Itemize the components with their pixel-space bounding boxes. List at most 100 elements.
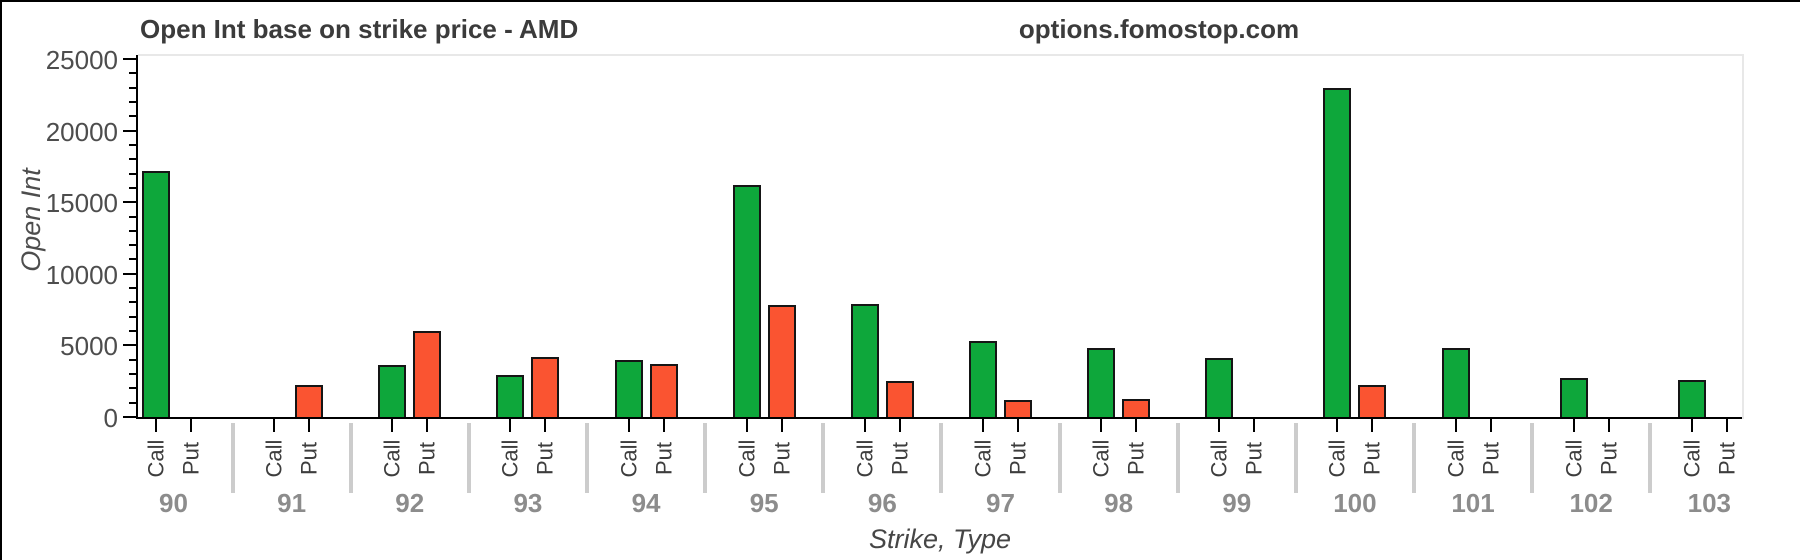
group-separator [230, 423, 235, 493]
bar-call-90[interactable] [142, 170, 170, 417]
bar-put-93[interactable] [531, 356, 560, 417]
type-label-call: Call [1561, 439, 1587, 477]
x-bar-tick [308, 419, 311, 432]
group-separator [1648, 423, 1653, 493]
bar-put-100[interactable] [1358, 385, 1387, 417]
type-label-call: Call [1206, 439, 1232, 477]
x-bar-tick [509, 419, 512, 432]
x-bar-tick [1572, 419, 1575, 432]
group-separator [584, 423, 589, 493]
type-label-call: Call [497, 439, 523, 477]
strike-label-97: 97 [986, 488, 1015, 518]
x-bar-tick [426, 419, 429, 432]
y-minor-tick [129, 158, 138, 161]
y-tick-label: 5000 [60, 331, 118, 362]
y-minor-tick [129, 301, 138, 304]
bar-put-97[interactable] [1003, 399, 1032, 417]
y-minor-tick [129, 258, 138, 261]
group-separator [821, 423, 826, 493]
type-label-put: Put [887, 441, 913, 475]
bar-put-96[interactable] [885, 381, 914, 417]
y-major-tick [123, 201, 138, 204]
x-bar-tick [391, 419, 394, 432]
strike-label-91: 91 [277, 488, 307, 518]
y-minor-tick [129, 401, 138, 404]
x-bar-tick [190, 419, 192, 432]
x-bar-tick [1016, 419, 1019, 432]
y-axis-line [136, 55, 138, 419]
type-label-put: Put [1005, 441, 1031, 475]
group-separator [1293, 423, 1298, 493]
plot-top-border [138, 54, 1744, 56]
x-bar-tick [1371, 419, 1374, 432]
strike-label-94: 94 [631, 488, 661, 518]
bar-call-92[interactable] [378, 365, 407, 417]
bar-call-101[interactable] [1441, 348, 1470, 417]
type-label-put: Put [296, 441, 322, 475]
group-separator [348, 423, 353, 493]
x-bar-tick [1454, 419, 1457, 432]
x-bar-tick [627, 419, 630, 432]
y-minor-tick [129, 172, 138, 175]
y-minor-tick [129, 287, 138, 290]
strike-label-90: 90 [159, 488, 188, 518]
x-bar-tick [273, 419, 276, 432]
y-tick-label: 10000 [45, 259, 118, 290]
type-label-put: Put [414, 441, 440, 475]
y-minor-tick [129, 315, 138, 318]
bar-put-92[interactable] [413, 331, 442, 417]
type-label-call: Call [261, 439, 287, 477]
bar-call-99[interactable] [1205, 358, 1234, 417]
y-major-tick [123, 129, 138, 132]
bar-call-95[interactable] [732, 185, 761, 417]
y-minor-tick [129, 229, 138, 232]
y-minor-tick [129, 330, 138, 333]
bar-call-93[interactable] [496, 375, 525, 417]
group-separator [1411, 423, 1416, 493]
x-axis-title: Strike, Type [868, 524, 1012, 554]
type-label-call: Call [1088, 439, 1114, 477]
y-tick-label: 20000 [45, 116, 118, 147]
y-minor-tick [129, 72, 138, 75]
bar-call-100[interactable] [1323, 87, 1352, 417]
x-bar-tick [780, 419, 783, 432]
x-axis-baseline [137, 417, 1742, 419]
strike-label-95: 95 [749, 488, 779, 518]
x-bar-tick [1253, 419, 1256, 432]
x-bar-tick [745, 419, 748, 432]
type-label-put: Put [1478, 441, 1504, 475]
x-bar-tick [1100, 419, 1103, 432]
type-label-call: Call [143, 439, 169, 477]
group-separator [939, 423, 944, 493]
strike-label-100: 100 [1333, 488, 1377, 518]
y-major-tick [123, 416, 138, 418]
type-label-call: Call [1324, 439, 1350, 477]
bar-call-102[interactable] [1559, 378, 1588, 417]
y-minor-tick [129, 244, 138, 247]
bar-call-103[interactable] [1677, 379, 1706, 417]
bar-put-94[interactable] [649, 364, 678, 417]
type-label-put: Put [769, 441, 795, 475]
bar-put-98[interactable] [1122, 399, 1151, 417]
bar-call-96[interactable] [850, 303, 879, 417]
type-label-call: Call [616, 439, 642, 477]
type-label-call: Call [852, 439, 878, 477]
x-bar-tick [662, 419, 665, 432]
strike-label-102: 102 [1569, 488, 1613, 518]
strike-label-93: 93 [513, 488, 543, 518]
x-bar-tick [898, 419, 901, 432]
y-minor-tick [129, 86, 138, 89]
strike-label-92: 92 [395, 488, 425, 518]
bar-put-91[interactable] [295, 385, 324, 417]
strike-label-98: 98 [1104, 488, 1134, 518]
bar-put-95[interactable] [767, 305, 796, 417]
bar-call-98[interactable] [1087, 348, 1116, 417]
y-minor-tick [129, 215, 138, 218]
type-label-put: Put [532, 441, 558, 475]
y-minor-tick [129, 186, 138, 189]
bar-call-97[interactable] [968, 341, 997, 417]
x-bar-tick [544, 419, 547, 432]
bar-call-94[interactable] [614, 359, 643, 417]
